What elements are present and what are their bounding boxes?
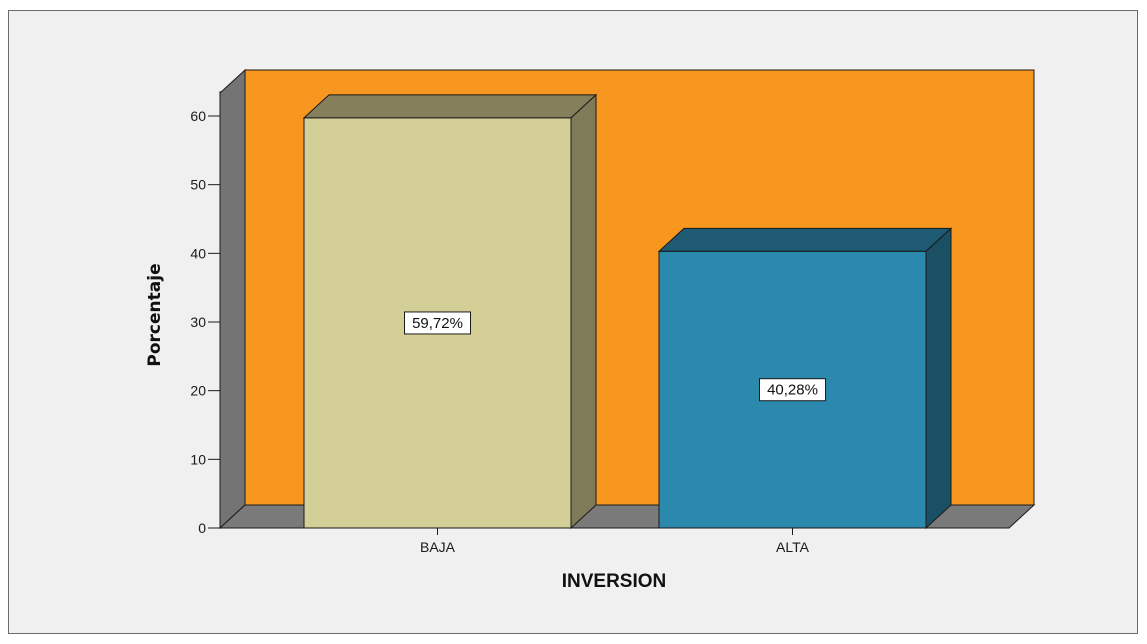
x-tick-label: ALTA [776,539,810,555]
data-label-text: 40,28% [767,382,818,399]
y-tick-label: 30 [190,314,206,330]
bar-side [570,93,597,530]
y-tick-label: 0 [198,520,206,536]
data-label-text: 59,72% [412,315,463,332]
x-axis: BAJA ALTA [420,528,810,555]
x-tick-label: BAJA [420,539,456,555]
data-label: 40,28% [759,378,826,402]
data-label: 59,72% [404,311,471,335]
bar-top [302,94,598,119]
y-tick-label: 40 [190,245,206,261]
data-labels: 59,72% 40,28% [404,311,826,402]
data-label-box [404,311,471,335]
y-tick-label: 10 [190,451,206,467]
data-label-box [759,378,826,402]
y-tick-label: 60 [190,108,206,124]
side-wall [219,68,246,530]
y-axis: 0 10 20 30 40 50 60 [190,91,221,536]
bar-side [925,227,952,530]
y-tick-label: 50 [190,177,206,193]
bar-top [657,227,953,252]
y-tick-label: 20 [190,383,206,399]
y-axis-title: Porcentaje [145,263,165,366]
x-axis-title: INVERSION [562,571,667,592]
